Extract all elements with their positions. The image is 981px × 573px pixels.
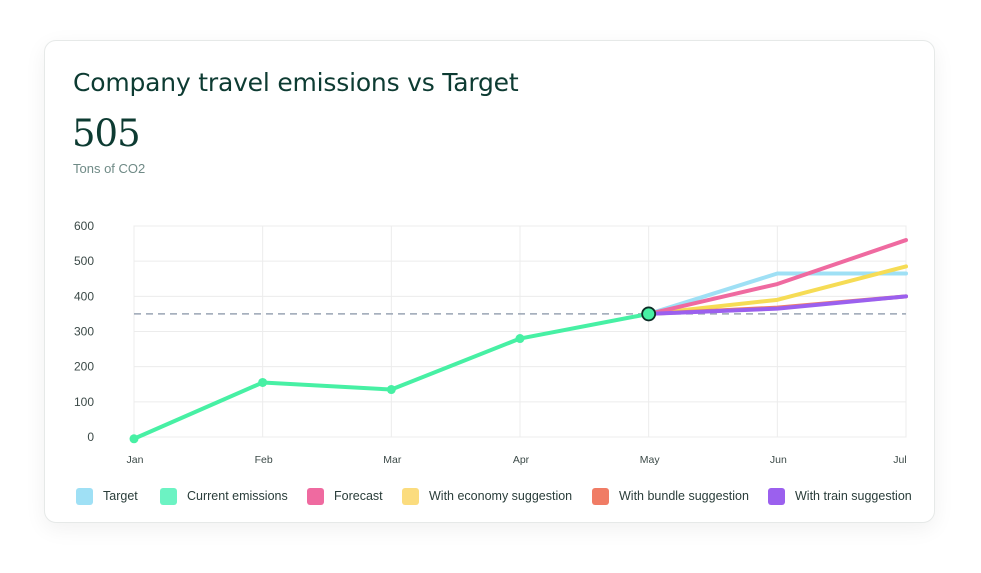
legend-swatch [592, 487, 609, 505]
data-point [258, 377, 268, 387]
legend-swatch [768, 487, 785, 505]
legend-label: With economy suggestion [429, 489, 573, 503]
legend-item: Forecast [307, 486, 383, 506]
series-line-with-train-suggestion [646, 294, 908, 316]
y-tick-label: 500 [74, 254, 94, 268]
legend-item: Current emissions [160, 486, 288, 506]
x-tick-label: Feb [255, 454, 273, 466]
total-emissions-value: 505 [72, 112, 141, 155]
legend-swatch [307, 487, 324, 505]
legend-item: With economy suggestion [402, 486, 572, 506]
y-tick-label: 400 [74, 289, 94, 303]
legend-label: Target [103, 489, 138, 503]
total-emissions-unit: Tons of CO2 [73, 161, 146, 176]
data-point [386, 385, 396, 395]
x-tick-label: May [640, 454, 661, 466]
data-point [129, 434, 139, 444]
chart-title: Company travel emissions vs Target [73, 68, 519, 97]
y-tick-label: 100 [74, 395, 94, 409]
data-point [515, 334, 525, 344]
y-tick-label: 200 [74, 360, 94, 374]
x-tick-label: Jun [770, 454, 787, 466]
x-tick-label: Jul [893, 454, 906, 466]
legend-swatch [402, 487, 419, 505]
x-tick-label: Mar [383, 454, 402, 466]
series-line-target [646, 271, 908, 316]
series-line-with-economy-suggestion [646, 264, 908, 316]
legend-item: With train suggestion [768, 486, 912, 506]
legend-item: With bundle suggestion [592, 486, 749, 506]
legend-item: Target [76, 486, 138, 506]
legend-label: Forecast [334, 489, 383, 503]
y-tick-label: 300 [74, 325, 94, 339]
y-tick-label: 0 [87, 430, 94, 444]
legend-label: Current emissions [187, 489, 288, 503]
x-tick-label: Jan [127, 454, 144, 466]
y-tick-label: 600 [74, 219, 94, 233]
legend-label: With bundle suggestion [619, 489, 749, 503]
legend-swatch [76, 487, 93, 505]
highlight-point [641, 306, 657, 322]
series-line-forecast [646, 238, 908, 316]
legend-swatch [160, 487, 177, 505]
legend-label: With train suggestion [795, 489, 912, 503]
x-tick-label: Apr [513, 454, 530, 466]
chart-legend: Target Current emissions Forecast With econ… [76, 486, 926, 506]
